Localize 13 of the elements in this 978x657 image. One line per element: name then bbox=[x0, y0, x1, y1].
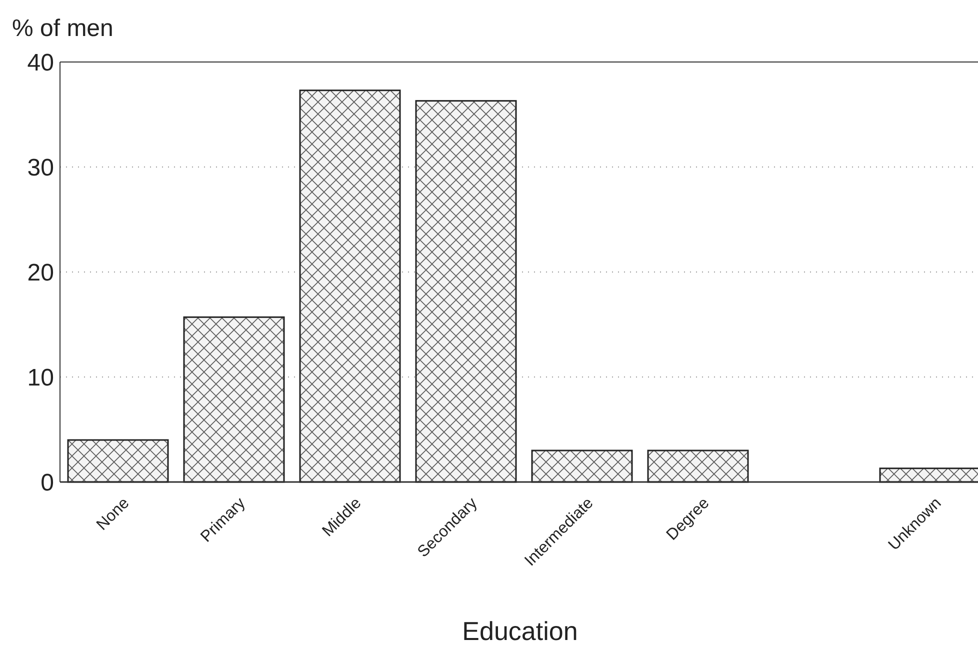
bar bbox=[531, 450, 633, 483]
y-tick-label: 0 bbox=[40, 469, 54, 496]
bar bbox=[647, 450, 749, 483]
y-tick-label: 10 bbox=[27, 364, 54, 392]
x-axis-title: Education bbox=[462, 616, 578, 646]
bar bbox=[183, 316, 285, 483]
y-tick-label: 30 bbox=[27, 154, 54, 182]
bar bbox=[67, 439, 169, 483]
y-axis-title: % of men bbox=[12, 15, 114, 42]
bar bbox=[299, 90, 401, 483]
bar bbox=[415, 100, 517, 483]
y-tick-label: 20 bbox=[27, 259, 54, 286]
y-tick-label: 40 bbox=[27, 49, 54, 76]
